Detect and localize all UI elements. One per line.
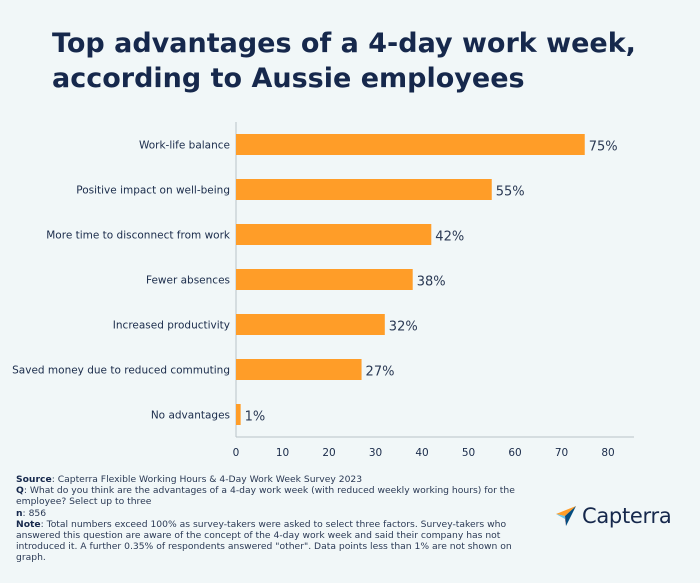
x-tick-label: 40 [415,447,428,459]
value-label: 42% [435,230,464,245]
category-label: Increased productivity [113,320,230,332]
value-label: 75% [589,140,618,155]
category-label: Saved money due to reduced commuting [12,365,230,377]
category-label: More time to disconnect from work [46,230,231,242]
category-label: Positive impact on well-being [76,185,230,197]
bar [236,179,492,200]
x-tick-label: 80 [601,447,614,459]
source-note: Source: Capterra Flexible Working Hours … [16,474,363,485]
category-label: No advantages [151,410,230,422]
bar [236,404,241,425]
question-note: Q: What do you think are the advantages … [16,485,515,508]
bar [236,269,413,290]
x-tick-label: 30 [369,447,382,459]
capterra-arrow-icon [556,506,576,526]
chart-footer: Source: Capterra Flexible Working Hours … [16,474,516,564]
bar [236,224,432,245]
category-label: Fewer absences [146,275,230,287]
value-label: 38% [417,275,446,290]
bar [236,359,362,380]
chart-title: Top advantages of a 4-day work week, acc… [52,26,672,96]
value-label: 32% [389,320,418,335]
x-tick-label: 60 [508,447,521,459]
value-label: 55% [496,185,525,200]
bar-chart: Work-life balance 75% Positive impact on w… [12,122,634,459]
x-tick-label: 50 [462,447,475,459]
general-note: Note: Total numbers exceed 100% as surve… [16,518,512,564]
capterra-logo: Capterra [555,504,672,528]
bar [236,134,585,155]
x-tick-label: 70 [555,447,568,459]
capterra-logo-text: Capterra [582,504,672,528]
x-tick-label: 10 [276,447,289,459]
sample-size-note: n: 856 [16,507,47,519]
bar [236,314,385,335]
title-line-2: according to Aussie employees [52,63,525,94]
category-label: Work-life balance [139,140,230,152]
value-label: 27% [366,365,395,380]
x-tick-label: 0 [233,447,240,459]
value-label: 1% [245,410,266,425]
title-line-1: Top advantages of a 4-day work week, [52,28,636,59]
x-tick-label: 20 [322,447,335,459]
